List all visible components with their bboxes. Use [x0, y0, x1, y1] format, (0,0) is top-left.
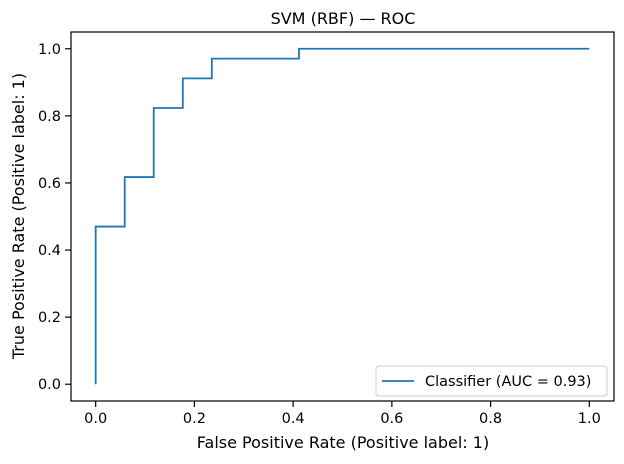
legend-box — [375, 365, 608, 397]
x-tick-label: 0.0 — [84, 411, 107, 427]
y-tick-label: 0.0 — [38, 377, 61, 393]
x-tick-label: 0.6 — [380, 411, 403, 427]
x-tick-label: 0.4 — [282, 411, 305, 427]
chart-title: SVM (RBF) — ROC — [271, 9, 416, 28]
x-tick-label: 1.0 — [578, 411, 601, 427]
y-axis-label: True Positive Rate (Positive label: 1) — [9, 73, 28, 360]
legend-label: Classifier (AUC = 0.93) — [425, 374, 591, 390]
y-tick-label: 0.6 — [38, 176, 61, 192]
x-tick-label: 0.2 — [183, 411, 206, 427]
x-tick-label: 0.8 — [479, 411, 502, 427]
y-tick-label: 0.8 — [38, 109, 61, 125]
legend: Classifier (AUC = 0.93) — [375, 365, 608, 397]
y-tick-label: 1.0 — [38, 42, 61, 58]
y-tick-label: 0.4 — [38, 243, 61, 259]
y-tick-label: 0.2 — [38, 310, 61, 326]
axes-frame — [70, 31, 615, 402]
x-axis-label: False Positive Rate (Positive label: 1) — [197, 433, 489, 452]
plot-area: 0.0 0.2 0.4 0.6 0.8 1.0 0.0 0.2 0.4 0.6 0.8 1.0 — [38, 31, 615, 427]
series-line-0 — [94, 47, 590, 385]
